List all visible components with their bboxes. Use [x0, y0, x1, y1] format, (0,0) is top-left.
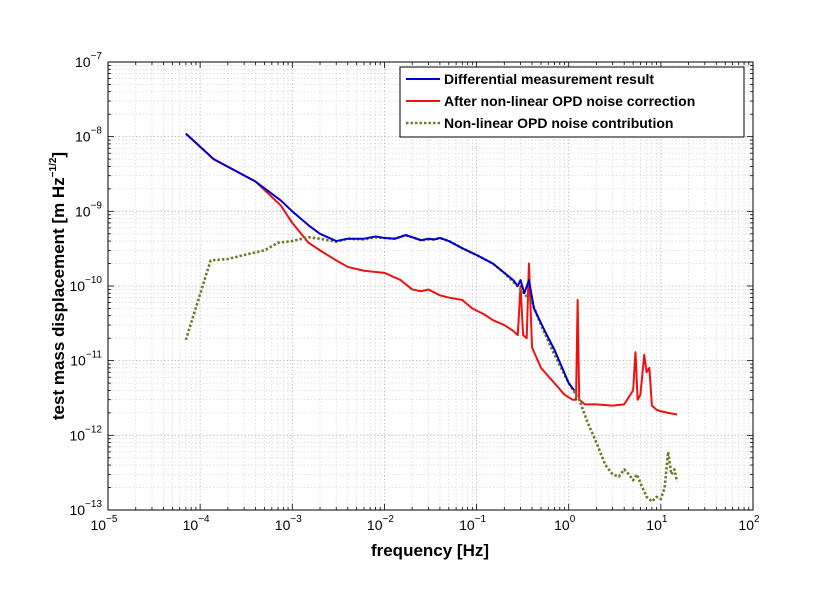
y-tick-label: 10−9 [75, 200, 102, 219]
y-tick-label: 10−11 [70, 350, 102, 369]
x-tick-labels: 10−5 10−4 10−3 10−2 10−1 100 101 102 [91, 514, 761, 533]
y-tick-label: 10−12 [69, 424, 102, 443]
x-tick-label: 10−5 [91, 514, 118, 533]
legend-label: After non-linear OPD noise correction [444, 93, 695, 109]
y-tick-label: 10−13 [69, 499, 102, 518]
legend-label: Non-linear OPD noise contribution [444, 115, 673, 131]
y-axis-label: test mass displacement [m Hz−1/2] [48, 152, 68, 420]
y-tick-labels: 10−13 10−12 10−11 10−10 10−9 10−8 10−7 [69, 51, 102, 518]
x-axis-label: frequency [Hz] [371, 541, 489, 560]
x-tick-label: 100 [554, 514, 576, 533]
x-tick-label: 102 [738, 514, 760, 533]
x-tick-label: 10−3 [275, 514, 302, 533]
y-tick-label: 10−8 [75, 126, 102, 145]
series-line-1 [185, 132, 576, 391]
x-tick-label: 10−1 [459, 514, 486, 533]
legend: Differential measurement result After non… [399, 66, 745, 138]
ticks [107, 61, 754, 511]
legend-box [399, 66, 745, 138]
legend-label: Differential measurement result [444, 71, 654, 87]
x-tick-label: 101 [646, 514, 668, 533]
series-line-2 [185, 132, 678, 416]
y-tick-label: 10−7 [75, 51, 102, 70]
y-tick-label: 10−10 [69, 275, 102, 294]
x-tick-label: 10−2 [367, 514, 394, 533]
series-layer [184, 132, 679, 503]
x-tick-label: 10−4 [183, 514, 210, 533]
